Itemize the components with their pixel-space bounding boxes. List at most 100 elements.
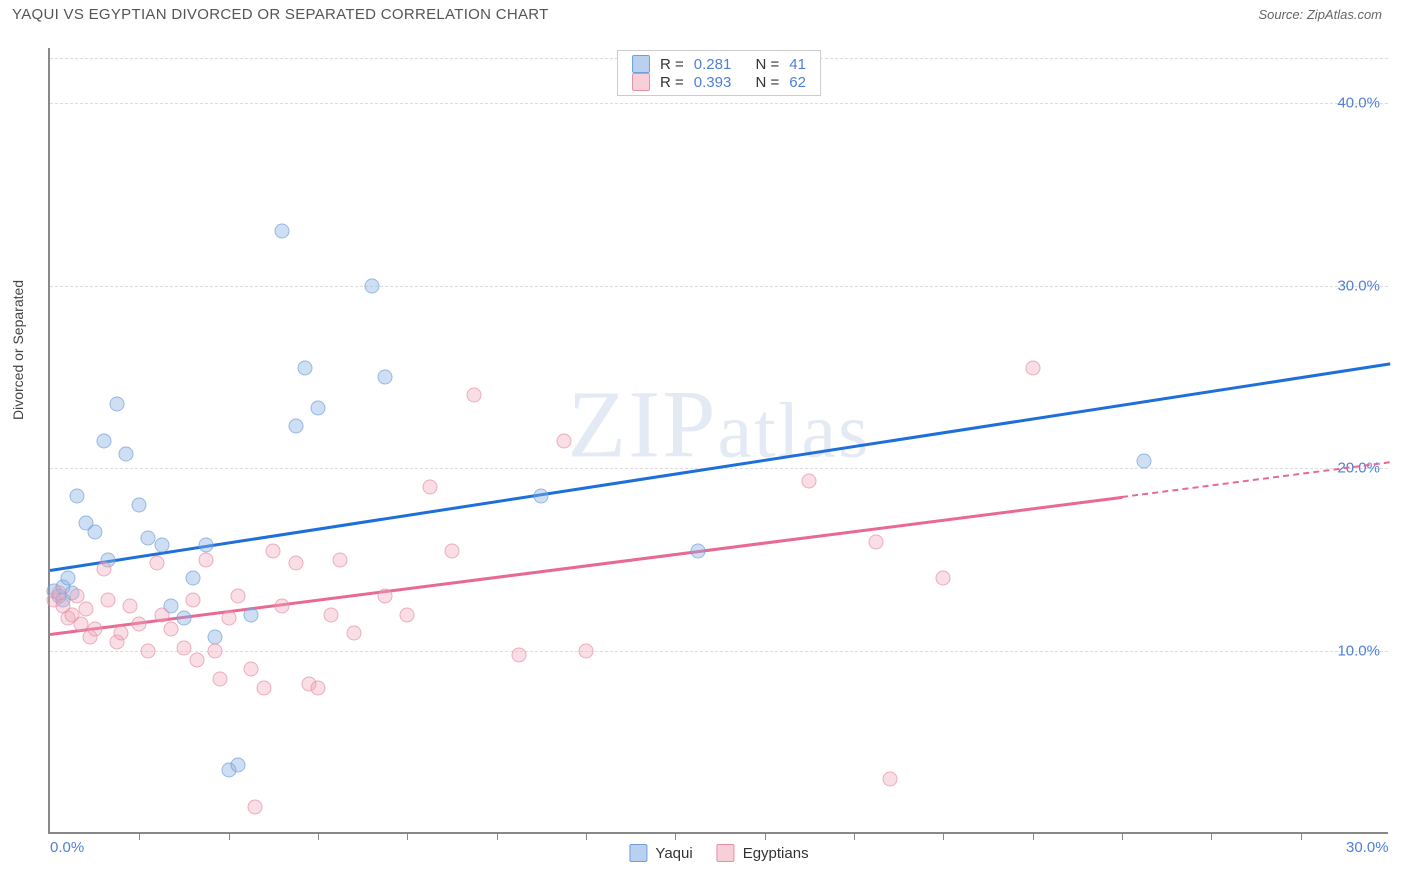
x-tick-minor [1211, 834, 1212, 840]
data-point [257, 680, 272, 695]
data-point [512, 647, 527, 662]
data-point [333, 552, 348, 567]
data-point [87, 525, 102, 540]
data-point [1137, 454, 1152, 469]
data-point [132, 497, 147, 512]
gridline [50, 651, 1388, 652]
data-point [311, 680, 326, 695]
data-point [422, 479, 437, 494]
data-point [199, 538, 214, 553]
x-tick-label: 0.0% [50, 839, 84, 856]
x-tick-minor [765, 834, 766, 840]
x-tick-minor [943, 834, 944, 840]
chart-source: Source: ZipAtlas.com [1258, 7, 1382, 22]
data-point [208, 644, 223, 659]
data-point [163, 622, 178, 637]
data-point [114, 625, 129, 640]
series-legend: Yaqui Egyptians [629, 844, 808, 862]
correlation-legend: R = 0.281 N = 41 R = 0.393 N = 62 [617, 50, 821, 96]
data-point [221, 611, 236, 626]
data-point [288, 556, 303, 571]
x-tick-minor [139, 834, 140, 840]
data-point [869, 534, 884, 549]
data-point [177, 640, 192, 655]
scatter-chart: ZIPatlas R = 0.281 N = 41 R = 0.393 N = … [48, 48, 1388, 834]
legend-item-egyptians: Egyptians [717, 844, 809, 862]
data-point [467, 388, 482, 403]
data-point [96, 561, 111, 576]
data-point [324, 607, 339, 622]
data-point [69, 488, 84, 503]
legend-item-yaqui: Yaqui [629, 844, 692, 862]
data-point [378, 589, 393, 604]
swatch-icon [632, 73, 650, 91]
data-point [445, 543, 460, 558]
data-point [185, 571, 200, 586]
data-point [212, 671, 227, 686]
data-point [400, 607, 415, 622]
chart-title: YAQUI VS EGYPTIAN DIVORCED OR SEPARATED … [12, 6, 549, 23]
data-point [364, 278, 379, 293]
x-tick-minor [1033, 834, 1034, 840]
x-tick-label: 30.0% [1346, 839, 1389, 856]
data-point [311, 401, 326, 416]
data-point [378, 370, 393, 385]
data-point [288, 419, 303, 434]
data-point [132, 616, 147, 631]
data-point [244, 662, 259, 677]
data-point [275, 223, 290, 238]
trend-line [50, 362, 1390, 571]
swatch-icon [632, 55, 650, 73]
data-point [534, 488, 549, 503]
x-tick-minor [675, 834, 676, 840]
swatch-icon [629, 844, 647, 862]
data-point [1025, 360, 1040, 375]
chart-header: YAQUI VS EGYPTIAN DIVORCED OR SEPARATED … [0, 0, 1406, 29]
data-point [154, 607, 169, 622]
data-point [78, 602, 93, 617]
data-point [101, 593, 116, 608]
x-tick-minor [318, 834, 319, 840]
data-point [118, 446, 133, 461]
data-point [248, 799, 263, 814]
data-point [230, 589, 245, 604]
x-tick-minor [407, 834, 408, 840]
gridline [50, 468, 1388, 469]
legend-row-yaqui: R = 0.281 N = 41 [632, 55, 806, 73]
gridline [50, 103, 1388, 104]
legend-row-egyptians: R = 0.393 N = 62 [632, 73, 806, 91]
x-tick-minor [229, 834, 230, 840]
swatch-icon [717, 844, 735, 862]
data-point [936, 571, 951, 586]
data-point [96, 434, 111, 449]
y-tick-label: 30.0% [1337, 277, 1380, 294]
x-tick-minor [586, 834, 587, 840]
data-point [185, 593, 200, 608]
data-point [208, 629, 223, 644]
y-tick-label: 40.0% [1337, 94, 1380, 111]
data-point [190, 653, 205, 668]
y-axis-label: Divorced or Separated [10, 280, 26, 420]
data-point [199, 552, 214, 567]
data-point [141, 644, 156, 659]
data-point [802, 474, 817, 489]
data-point [60, 571, 75, 586]
data-point [882, 772, 897, 787]
x-tick-minor [497, 834, 498, 840]
data-point [297, 360, 312, 375]
x-tick-minor [1122, 834, 1123, 840]
trend-line [1122, 461, 1390, 498]
x-tick-minor [854, 834, 855, 840]
data-point [244, 607, 259, 622]
watermark: ZIPatlas [568, 369, 871, 480]
data-point [579, 644, 594, 659]
data-point [154, 538, 169, 553]
data-point [266, 543, 281, 558]
data-point [346, 625, 361, 640]
data-point [556, 434, 571, 449]
data-point [690, 543, 705, 558]
data-point [177, 611, 192, 626]
data-point [110, 397, 125, 412]
data-point [123, 598, 138, 613]
data-point [230, 757, 245, 772]
